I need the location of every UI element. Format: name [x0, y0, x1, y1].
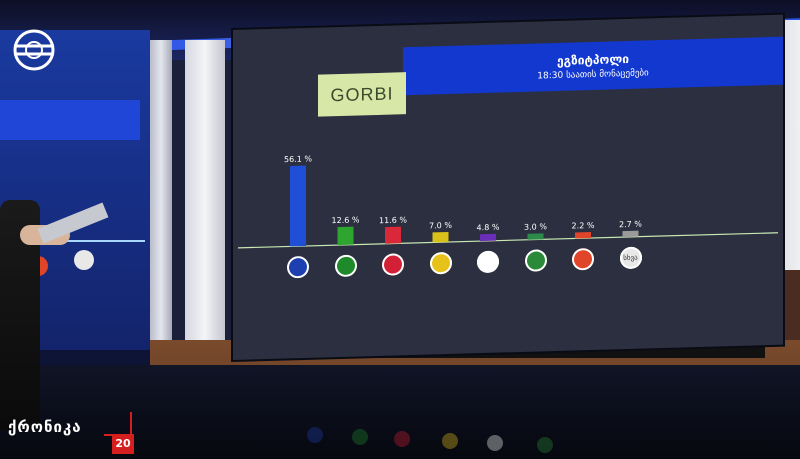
bar-6 [527, 233, 544, 240]
party-logo-icon-2 [334, 254, 357, 278]
chart-baseline [238, 232, 778, 249]
bar-7 [575, 232, 591, 239]
studio-pillar [150, 40, 172, 370]
bar-value-label-8: 2.7 % [619, 220, 642, 230]
bar-value-label-4: 7.0 % [429, 221, 452, 231]
bar-value-label-5: 4.8 % [477, 223, 500, 233]
left-screen-axis [20, 240, 145, 242]
bar-3 [385, 226, 401, 244]
party-logo-icon-4 [429, 251, 452, 275]
bar-5 [480, 233, 496, 242]
channel-bug-text: ქრონიკა [8, 418, 82, 436]
floor-icon-reflections [307, 427, 553, 453]
party-logo-icon-6 [524, 249, 547, 272]
bar-1 [290, 165, 306, 247]
party-logo-icon-8: სხვა [619, 246, 642, 270]
bar-value-label-1: 56.1 % [284, 154, 312, 164]
bar-value-label-7: 2.2 % [572, 221, 595, 231]
channel-bug-number: 20 [112, 434, 134, 454]
exit-poll-bar-chart: 56.1 % 12.6 % 11.6 % 7.0 % 4.8 % 3.0 % 2.2 % 2.… [238, 154, 778, 249]
bar-2 [337, 226, 354, 246]
bar-value-label-2: 12.6 % [332, 215, 360, 225]
exit-poll-screen: GORBI ეგზიტპოლი 18:30 საათის მონაცემები … [233, 14, 783, 360]
party-logo-text: სხვა [623, 253, 638, 263]
channel-bug: ქრონიკა [8, 412, 132, 436]
bar-value-label-3: 11.6 % [379, 216, 407, 226]
left-wall-band [0, 100, 140, 140]
bar-value-label-6: 3.0 % [524, 222, 547, 232]
bar-4 [432, 231, 449, 243]
channel-bug-frame [104, 412, 132, 436]
broadcaster-logo-icon [13, 29, 55, 71]
bar-8 [622, 230, 639, 238]
studio-pillar [185, 40, 225, 370]
left-screen-icon-2 [74, 250, 94, 270]
